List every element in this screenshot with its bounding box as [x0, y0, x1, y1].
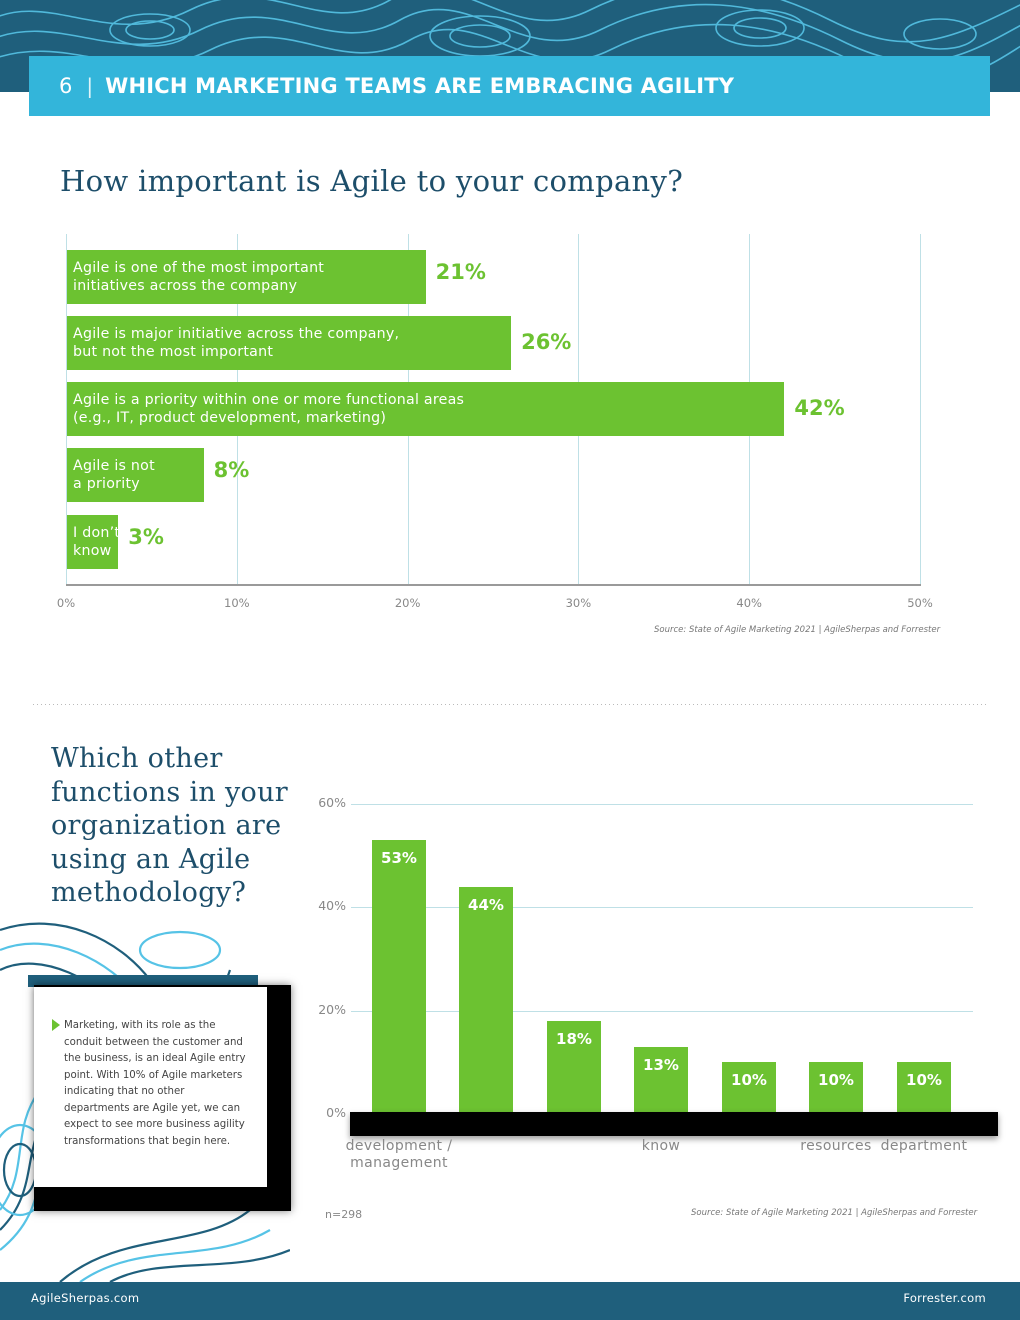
bar-category-line: know: [73, 543, 112, 559]
chart1-source: Source: State of Agile Marketing 2021 | …: [654, 625, 941, 635]
bar-category-line: (e.g., IT, product development, marketin…: [73, 410, 387, 426]
bar: [809, 1062, 863, 1114]
bar: [547, 1021, 601, 1114]
header-separator: |: [86, 74, 94, 98]
bar-category-line: Agile is not: [73, 458, 155, 474]
x-gridline: [920, 234, 921, 584]
chart2-title-line: using an Agile: [51, 843, 251, 875]
x-gridline: [407, 234, 409, 584]
y-tick-label: 20%: [318, 1001, 346, 1017]
bar-category-label: I don’t know: [73, 524, 120, 560]
bar-value-label: 44%: [468, 895, 504, 914]
chart2-title: Which other functions in your organizati…: [51, 742, 321, 910]
bar-category-label: Agile is a priority within one or more f…: [73, 391, 464, 427]
sample-size-label: n=298: [325, 1208, 363, 1221]
x-category-label: department: [864, 1138, 984, 1155]
bar-category-line: I don’t: [73, 525, 121, 541]
forrester-link[interactable]: Forrester.com: [903, 1291, 986, 1305]
triangle-bullet-icon: [52, 1019, 60, 1031]
page-number: 6: [59, 74, 73, 98]
hatched-divider-icon: [30, 704, 988, 705]
bar-category-line: Agile is a priority within one or more f…: [73, 392, 465, 408]
bar-category-label: Agile is not a priority: [73, 457, 155, 493]
chart2-title-line: functions in your: [51, 776, 288, 808]
bar: [459, 886, 513, 1114]
section-title: WHICH MARKETING TEAMS ARE EMBRACING AGIL…: [105, 74, 735, 98]
bar-category-line: but not the most important: [73, 344, 274, 360]
bar-category-label: Agile is one of the most important initia…: [73, 259, 324, 295]
callout-text: Marketing, with its role as the conduit …: [64, 1020, 246, 1147]
x-gridline: [749, 234, 751, 584]
bar-value-label: 18%: [556, 1030, 592, 1048]
x-category-line: know: [641, 1138, 681, 1154]
bar-value-label: 10%: [818, 1071, 854, 1090]
chart2-title-line: Which other: [51, 743, 223, 774]
bar-category-line: Agile is major initiative across the com…: [73, 326, 400, 342]
bar-value-label: 53%: [381, 849, 417, 868]
agilesherpas-link[interactable]: AgileSherpas.com: [31, 1291, 140, 1305]
callout-box: Marketing, with its role as the conduit …: [34, 987, 267, 1187]
y-tick-label: 0%: [326, 1105, 346, 1120]
bar-value-label: 26%: [521, 330, 572, 354]
bar: [722, 1062, 776, 1114]
bar: Agile is major initiative across the com…: [67, 316, 512, 370]
x-gridline: [578, 234, 580, 584]
section-header: 6 | WHICH MARKETING TEAMS ARE EMBRACING …: [29, 56, 990, 116]
y-gridline: [351, 804, 973, 805]
x-gridline: [236, 234, 238, 584]
x-category-line: development /: [345, 1138, 453, 1154]
bar-value-label: 10%: [906, 1071, 942, 1090]
chart2-title-line: organization are: [51, 810, 282, 841]
x-tick-label: 20%: [394, 596, 421, 610]
x-axis-baseline: [350, 1112, 998, 1136]
bar: [897, 1062, 951, 1114]
x-axis-line: [66, 584, 921, 586]
bar-value-label: 21%: [435, 260, 486, 284]
x-tick-label: 30%: [565, 596, 592, 610]
x-category-line: resources: [800, 1138, 872, 1154]
bar-value-label: 13%: [643, 1055, 679, 1074]
y-gridline: [351, 907, 973, 909]
x-category-label: resources: [776, 1138, 896, 1155]
x-tick-label: 0%: [56, 596, 76, 610]
bar-category-line: a priority: [73, 476, 140, 492]
chart2-title-line: methodology?: [51, 877, 247, 908]
bar-value-label: 8%: [213, 458, 250, 482]
section-divider: [30, 697, 988, 705]
bar-value-label: 10%: [731, 1071, 767, 1090]
bar: [372, 840, 426, 1114]
bar: Agile is not a priority: [67, 448, 204, 502]
x-category-label: know: [601, 1138, 721, 1155]
bar: I don’t know: [67, 515, 120, 569]
x-category-line: management: [350, 1155, 448, 1171]
bar-value-label: 3%: [128, 525, 164, 549]
x-tick-label: 40%: [736, 596, 762, 610]
x-category-label: development / management: [339, 1138, 459, 1172]
x-category-line: department: [880, 1138, 968, 1154]
x-tick-label: 10%: [224, 596, 250, 610]
x-tick-label: 50%: [907, 596, 933, 610]
bar-category-label: Agile is major initiative across the com…: [73, 325, 399, 361]
bar: Agile is a priority within one or more f…: [67, 382, 785, 436]
bar-value-label: 42%: [794, 396, 845, 420]
bar: [634, 1046, 688, 1114]
bar-category-line: Agile is one of the most important: [73, 260, 325, 276]
bar-category-line: initiatives across the company: [73, 278, 298, 294]
callout-accent-strip: [28, 975, 258, 987]
page-footer: AgileSherpas.com Forrester.com: [0, 1282, 1020, 1320]
bar: Agile is one of the most important initia…: [67, 250, 426, 304]
chart1-title: How important is Agile to your company?: [60, 164, 684, 198]
x-gridline: [66, 234, 67, 584]
y-gridline: [351, 1010, 973, 1012]
chart2-source: Source: State of Agile Marketing 2021 | …: [691, 1208, 978, 1218]
